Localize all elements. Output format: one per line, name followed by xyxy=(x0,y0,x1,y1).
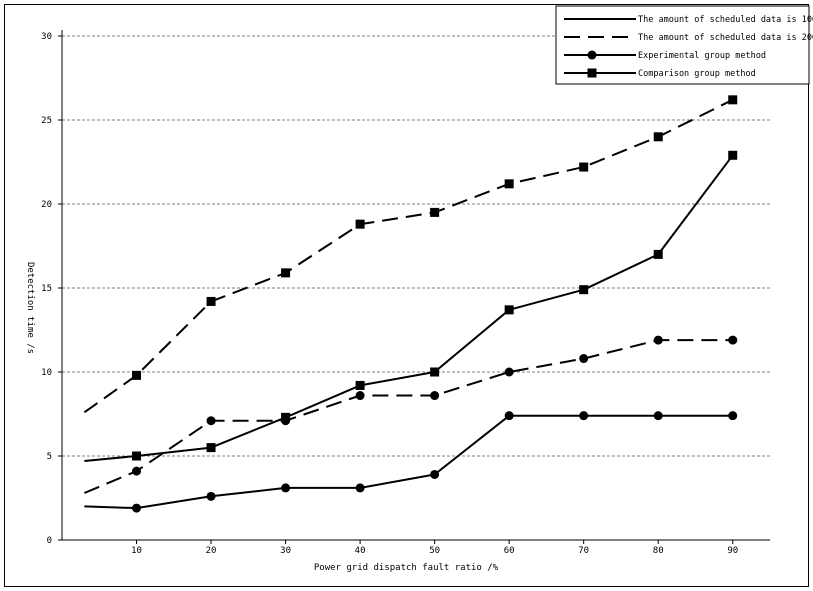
legend-circle-marker xyxy=(587,50,597,60)
circle-marker xyxy=(132,466,142,476)
circle-marker xyxy=(281,416,291,426)
circle-marker xyxy=(430,391,440,401)
y-tick-label: 15 xyxy=(41,284,52,294)
x-tick-label: 80 xyxy=(653,546,664,556)
gridlines xyxy=(62,35,770,457)
legend-square-marker xyxy=(587,68,597,78)
legend: The amount of scheduled data is 10G The a… xyxy=(555,5,813,85)
y-tick-label: 25 xyxy=(41,116,52,126)
x-tick-label: 70 xyxy=(578,546,589,556)
square-marker xyxy=(206,443,216,453)
x-tick-label: 60 xyxy=(504,546,515,556)
figure-frame xyxy=(4,4,809,587)
circle-marker xyxy=(355,483,365,493)
circle-marker xyxy=(653,411,663,421)
circle-marker xyxy=(430,469,440,479)
square-marker xyxy=(728,150,738,160)
square-marker xyxy=(653,132,663,142)
legend-label: The amount of scheduled data is 20G xyxy=(638,33,813,43)
circle-marker xyxy=(355,391,365,401)
y-tick-label: 30 xyxy=(41,32,52,42)
circle-marker xyxy=(579,411,589,421)
series-line-2 xyxy=(84,339,733,494)
circle-marker xyxy=(728,335,738,345)
square-marker xyxy=(132,451,142,461)
circle-marker xyxy=(504,367,514,377)
circle-marker xyxy=(653,335,663,345)
series-line-0 xyxy=(83,98,734,414)
circle-marker xyxy=(504,411,514,421)
x-axis-label: Power grid dispatch fault ratio /% xyxy=(314,563,499,573)
y-tick-label: 0 xyxy=(47,536,52,546)
circle-marker xyxy=(132,503,142,513)
y-tick-label: 5 xyxy=(47,452,52,462)
circle-marker xyxy=(579,354,589,364)
y-axis-label: Detection time /s xyxy=(25,262,35,354)
x-tick-label: 90 xyxy=(727,546,738,556)
square-marker xyxy=(579,162,589,172)
circle-marker xyxy=(206,491,216,501)
series-markers xyxy=(132,95,738,513)
x-tick-label: 40 xyxy=(355,546,366,556)
axes xyxy=(58,30,770,544)
square-marker xyxy=(653,249,663,259)
circle-marker xyxy=(281,483,291,493)
y-tick-labels: 0 5 10 15 20 25 30 xyxy=(41,32,52,546)
x-tick-label: 50 xyxy=(429,546,440,556)
circle-marker xyxy=(206,416,216,426)
square-marker xyxy=(504,305,514,315)
square-marker xyxy=(579,285,589,295)
x-tick-labels: 10 20 30 40 50 60 70 80 90 xyxy=(131,546,738,556)
y-tick-label: 10 xyxy=(41,368,52,378)
legend-label: Experimental group method xyxy=(638,51,766,61)
series-line-1 xyxy=(84,154,734,462)
circle-marker xyxy=(728,411,738,421)
square-marker xyxy=(355,380,365,390)
x-tick-label: 30 xyxy=(280,546,291,556)
square-marker xyxy=(430,367,440,377)
square-marker xyxy=(281,268,291,278)
series-line-3 xyxy=(84,414,733,510)
square-marker xyxy=(132,370,142,380)
y-tick-label: 20 xyxy=(41,200,52,210)
x-tick-label: 20 xyxy=(206,546,217,556)
legend-label: The amount of scheduled data is 10G xyxy=(638,15,813,25)
square-marker xyxy=(355,219,365,229)
series-lines xyxy=(83,98,734,510)
square-marker xyxy=(504,179,514,189)
square-marker xyxy=(728,95,738,105)
square-marker xyxy=(430,207,440,217)
square-marker xyxy=(206,296,216,306)
legend-label: Comparison group method xyxy=(638,69,756,79)
x-tick-label: 10 xyxy=(131,546,142,556)
